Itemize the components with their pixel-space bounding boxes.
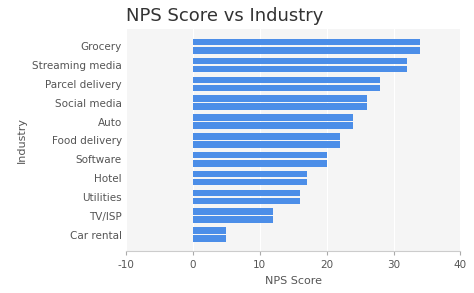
Bar (193, 152, 327, 159)
Bar (193, 39, 420, 45)
Bar (193, 235, 226, 242)
Bar (193, 122, 354, 129)
Bar (193, 141, 340, 148)
X-axis label: NPS Score: NPS Score (264, 276, 322, 286)
Bar (193, 85, 380, 91)
Bar (193, 95, 367, 102)
Bar (193, 160, 327, 166)
Bar (193, 47, 420, 54)
Text: NPS Score vs Industry: NPS Score vs Industry (126, 7, 323, 25)
Bar (193, 208, 273, 215)
Bar (193, 58, 407, 64)
Bar (193, 171, 307, 177)
Y-axis label: Industry: Industry (17, 117, 27, 163)
Bar (193, 227, 226, 234)
Bar (193, 179, 307, 185)
Bar (193, 190, 300, 196)
Bar (193, 76, 380, 83)
Bar (193, 66, 407, 72)
Bar (193, 197, 300, 204)
Bar (193, 217, 273, 223)
Bar (193, 133, 340, 140)
Bar (193, 103, 367, 110)
Bar (193, 114, 354, 121)
